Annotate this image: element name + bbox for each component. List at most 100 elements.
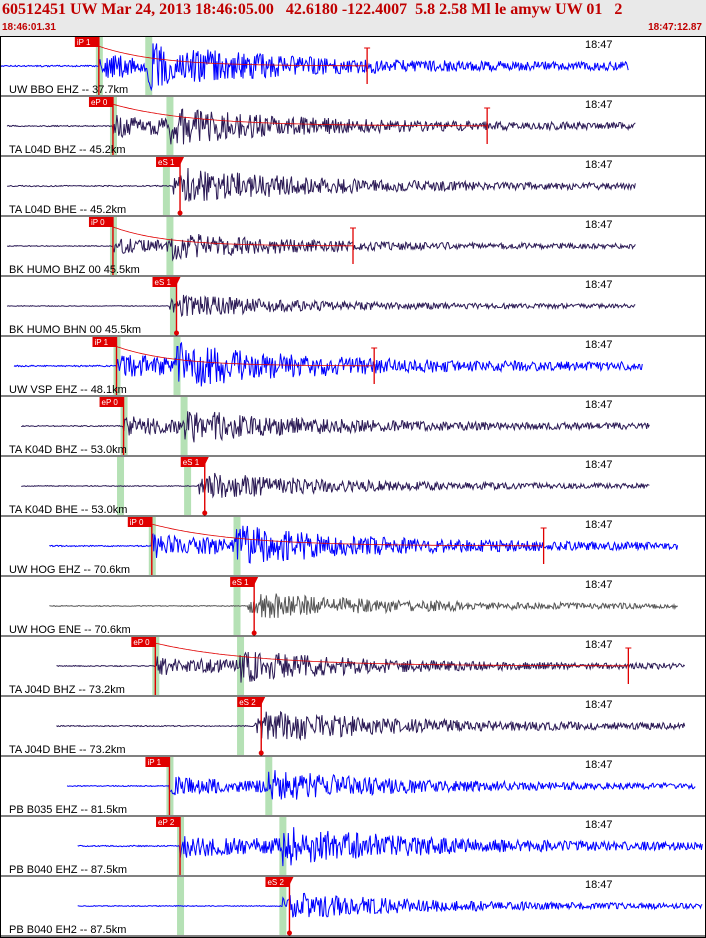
pick-label: iP 1: [94, 338, 108, 347]
minute-label: 18:47: [585, 699, 613, 711]
station-label: UW HOG EHZ -- 70.6km: [9, 564, 130, 576]
seismogram-chart: iP 1 18:47 UW BBO EHZ -- 37.7km eP 0 18:47 TA…: [0, 36, 706, 938]
pick-label: eS 1: [155, 278, 172, 287]
coda-fit-curve: [135, 637, 628, 667]
waveform: [66, 770, 696, 800]
minute-label: 18:47: [585, 519, 613, 531]
pick-arrow: [172, 277, 181, 285]
seismogram-panel: iP 1 18:47 UW BBO EHZ -- 37.7km eP 0 18:47 TA…: [0, 36, 706, 938]
minute-label: 18:47: [585, 759, 613, 771]
pick-flag: [92, 337, 117, 347]
pick-dot: [258, 750, 264, 756]
station-label: PB B040 EH2 -- 87.5km: [9, 924, 126, 936]
waveform: [13, 341, 643, 387]
waveform: [49, 525, 679, 564]
waveform: [21, 411, 650, 443]
pick-flag: [152, 277, 177, 287]
pick-dot: [286, 930, 292, 936]
waveform: [77, 827, 703, 867]
pick-label: iP 0: [130, 518, 144, 527]
pick-flag: [88, 217, 113, 227]
pick-label: eP 0: [133, 638, 150, 647]
pick-flag: [131, 637, 156, 647]
coda-fit-curve: [92, 97, 487, 127]
waveform: [49, 593, 678, 619]
minute-label: 18:47: [585, 219, 613, 231]
minute-label: 18:47: [585, 159, 613, 171]
pick-flag: [230, 577, 255, 587]
station-label: TA K04D BHZ -- 53.0km: [9, 444, 127, 456]
coda-fit-curve: [92, 217, 353, 247]
station-label: TA J04D BHE -- 73.2km: [9, 744, 126, 756]
minute-label: 18:47: [585, 639, 613, 651]
pick-flag: [88, 97, 113, 107]
pick-dot: [174, 330, 179, 336]
minute-label: 18:47: [585, 39, 613, 51]
window-band: [166, 97, 174, 155]
waveform: [6, 234, 636, 262]
pick-arrow: [200, 457, 209, 465]
pick-label: eS 1: [158, 158, 175, 167]
window-band: [166, 217, 174, 275]
waveform: [56, 651, 686, 683]
pick-arrow: [250, 577, 259, 585]
event-title: 60512451 UW Mar 24, 2013 18:46:05.00 42.…: [2, 1, 623, 18]
window-band: [279, 877, 287, 935]
station-label: TA K04D BHE -- 53.0km: [9, 504, 127, 516]
pick-label: eS 2: [239, 698, 256, 707]
waveform: [0, 43, 629, 92]
station-label: TA L04D BHZ -- 45.2km: [9, 144, 126, 156]
pick-flag: [237, 697, 262, 707]
pick-label: eP 0: [91, 98, 108, 107]
station-label: UW BBO EHZ -- 37.7km: [9, 84, 128, 96]
window-start-time: 18:46:01.31: [2, 22, 56, 33]
waveform: [6, 294, 636, 318]
minute-label: 18:47: [585, 819, 613, 831]
pick-label: iP 1: [147, 758, 161, 767]
minute-label: 18:47: [585, 99, 613, 111]
window-end-time: 18:47:12.87: [648, 22, 702, 33]
waveform: [56, 710, 686, 741]
pick-flag: [180, 457, 205, 467]
pick-arrow: [257, 697, 266, 705]
station-label: UW HOG ENE -- 70.6km: [9, 624, 131, 636]
station-label: BK HUMO BHZ 00 45.5km: [9, 264, 140, 276]
pick-dot: [251, 630, 257, 636]
minute-label: 18:47: [585, 339, 613, 351]
pick-dot: [177, 210, 183, 216]
pick-flag: [127, 517, 152, 527]
minute-label: 18:47: [585, 459, 613, 471]
pick-arrow: [176, 157, 185, 165]
pick-label: eP 2: [158, 818, 175, 827]
station-label: PB B040 EHZ -- 87.5km: [9, 864, 127, 876]
window-band: [265, 757, 273, 815]
pick-flag: [99, 397, 124, 407]
station-label: TA J04D BHZ -- 73.2km: [9, 684, 125, 696]
pick-flag: [265, 877, 290, 887]
coda-fit-curve: [131, 517, 542, 547]
waveform: [7, 167, 636, 202]
window-band: [145, 37, 153, 95]
pick-label: iP 0: [91, 218, 105, 227]
pick-flag: [156, 157, 181, 167]
window-band: [173, 337, 181, 395]
coda-fit-curve: [78, 37, 367, 67]
pick-label: eP 0: [102, 398, 119, 407]
pick-label: eS 1: [183, 458, 200, 467]
station-label: BK HUMO BHN 00 45.5km: [9, 324, 141, 336]
minute-label: 18:47: [585, 879, 613, 891]
station-label: PB B035 EHZ -- 81.5km: [9, 804, 127, 816]
station-label: TA L04D BHE -- 45.2km: [9, 204, 126, 216]
pick-arrow: [285, 877, 294, 885]
pick-flag: [156, 817, 181, 827]
pick-dot: [202, 510, 208, 516]
pick-flag: [145, 757, 170, 767]
pick-label: eS 2: [267, 878, 284, 887]
minute-label: 18:47: [585, 399, 613, 411]
waveform: [77, 892, 703, 918]
station-label: UW VSP EHZ -- 48.1km: [9, 384, 127, 396]
waveform: [21, 472, 650, 499]
pick-label: iP 1: [77, 38, 91, 47]
pick-label: eS 1: [232, 578, 249, 587]
window-band: [279, 817, 287, 875]
